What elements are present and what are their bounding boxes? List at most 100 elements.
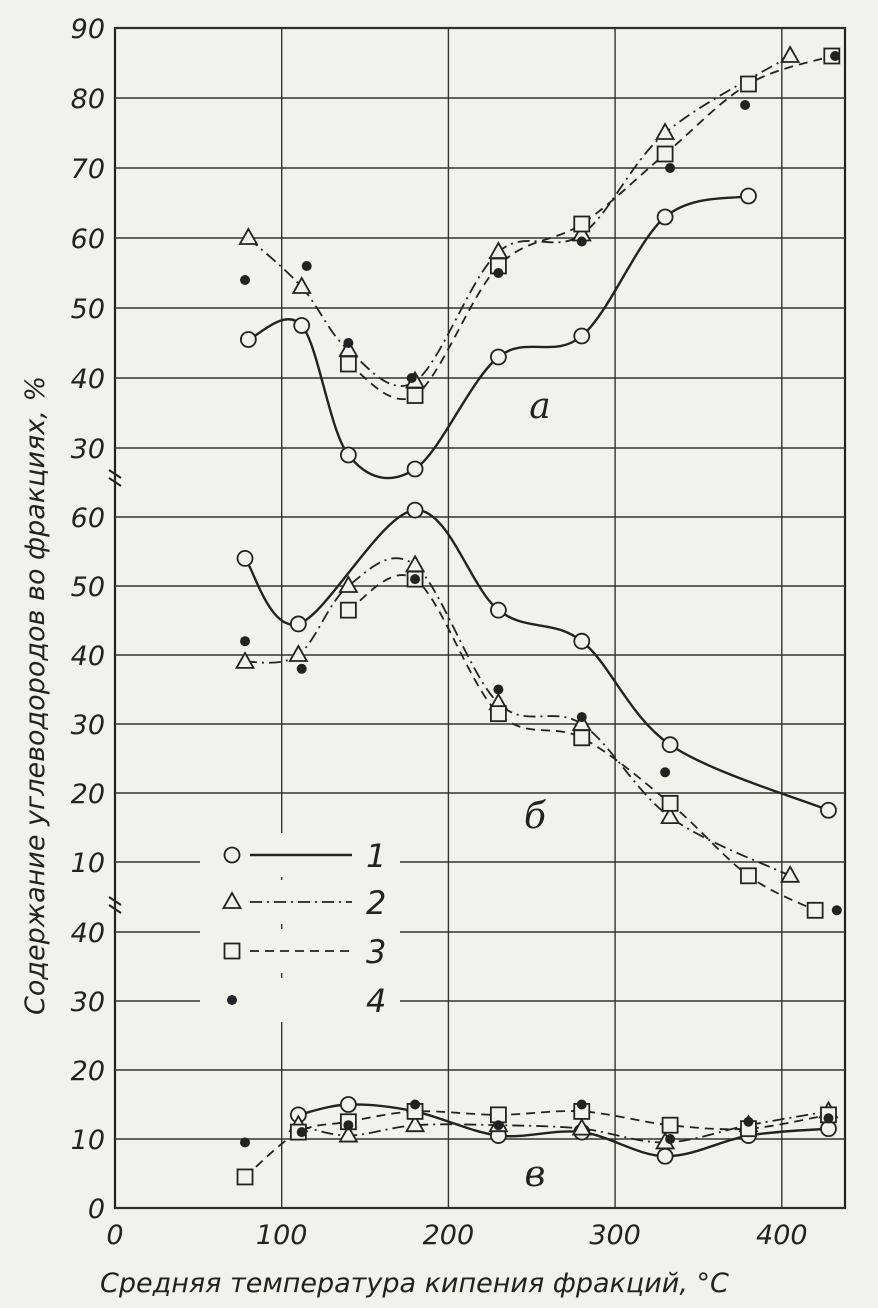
marker-triangle bbox=[405, 554, 426, 573]
axis-break-mark bbox=[108, 469, 122, 487]
marker-dot bbox=[831, 905, 842, 916]
y-tick-label: 20 bbox=[71, 1056, 105, 1087]
legend: 1 2 3 4 bbox=[200, 833, 400, 1022]
marker-square bbox=[223, 942, 241, 960]
marker-dot bbox=[576, 1099, 587, 1110]
marker-dot bbox=[743, 1116, 754, 1127]
legend-label: 4 bbox=[366, 982, 386, 1020]
marker-circle bbox=[239, 331, 257, 348]
marker-dot bbox=[296, 1127, 307, 1138]
plot-frame bbox=[108, 26, 847, 1210]
marker-dot bbox=[406, 373, 417, 383]
marker-circle bbox=[573, 327, 591, 345]
marker-dot bbox=[493, 684, 504, 695]
marker-dot bbox=[343, 1120, 354, 1131]
y-axis-label: Содержание углеводородов во фракциях, % bbox=[20, 376, 51, 1015]
marker-square bbox=[339, 601, 357, 619]
marker-triangle bbox=[780, 864, 801, 883]
marker-triangle bbox=[234, 651, 256, 669]
x-tick-label: 100 bbox=[256, 1220, 308, 1251]
series-1-line-panel-0 bbox=[247, 194, 749, 480]
y-tick-label: 70 bbox=[71, 154, 105, 185]
marker-triangle bbox=[660, 806, 681, 825]
marker-square bbox=[339, 355, 357, 373]
marker-circle bbox=[740, 187, 757, 205]
marker-dot bbox=[343, 338, 354, 348]
marker-dot bbox=[301, 261, 312, 271]
marker-circle bbox=[820, 801, 837, 819]
panel-label: б bbox=[524, 796, 547, 837]
marker-triangle bbox=[221, 891, 243, 909]
panel-label: в bbox=[525, 1154, 546, 1195]
legend-label: 1 bbox=[366, 837, 386, 875]
marker-dot bbox=[665, 1134, 676, 1144]
y-tick-label: 50 bbox=[71, 294, 105, 325]
marker-square bbox=[806, 901, 824, 919]
y-tick-label: 30 bbox=[71, 710, 105, 741]
x-axis-label: Средняя температура кипения фракций, °С bbox=[100, 1268, 729, 1299]
y-tick-label: 90 bbox=[71, 14, 105, 45]
x-tick-label: 0 bbox=[106, 1220, 123, 1251]
series-2-line-panel-1 bbox=[244, 557, 791, 877]
marker-dot bbox=[240, 275, 251, 285]
series-2-line-panel-0 bbox=[247, 55, 791, 387]
series-layer bbox=[234, 45, 842, 1186]
marker-dot bbox=[740, 100, 751, 110]
y-tick-label: 30 bbox=[71, 987, 105, 1018]
x-tick-label: 200 bbox=[423, 1220, 475, 1251]
marker-triangle bbox=[338, 575, 359, 593]
marker-square bbox=[573, 215, 591, 233]
marker-circle bbox=[490, 601, 507, 619]
y-tick-label: 40 bbox=[71, 641, 105, 672]
marker-square bbox=[236, 1168, 254, 1186]
marker-circle bbox=[656, 1147, 674, 1165]
marker-triangle bbox=[338, 1124, 359, 1143]
y-tick-label: 80 bbox=[71, 84, 105, 115]
legend-label: 2 bbox=[366, 884, 386, 922]
panel-label: а bbox=[529, 386, 550, 427]
marker-dot bbox=[660, 767, 671, 778]
marker-triangle bbox=[238, 227, 259, 245]
marker-dot bbox=[240, 1137, 251, 1148]
marker-triangle bbox=[405, 1114, 426, 1133]
marker-square bbox=[740, 867, 757, 885]
y-tick-label: 50 bbox=[71, 572, 105, 603]
grid bbox=[115, 27, 845, 1209]
axis-break-mark bbox=[108, 896, 122, 914]
marker-dot bbox=[823, 1113, 834, 1124]
marker-square bbox=[656, 145, 674, 163]
marker-square bbox=[406, 387, 424, 404]
marker-square bbox=[740, 75, 757, 93]
y-tick-label: 10 bbox=[71, 1125, 105, 1156]
marker-circle bbox=[236, 550, 254, 567]
marker-dot bbox=[665, 163, 676, 173]
marker-circle bbox=[661, 736, 679, 754]
marker-dot bbox=[227, 995, 237, 1005]
marker-circle bbox=[490, 348, 507, 366]
y-tick-label: 40 bbox=[71, 364, 105, 395]
marker-triangle bbox=[655, 122, 676, 140]
y-tick-label: 60 bbox=[71, 503, 105, 534]
y-tick-label: 60 bbox=[71, 224, 105, 255]
y-tick-label: 20 bbox=[71, 779, 105, 810]
marker-triangle bbox=[571, 1117, 592, 1136]
marker-circle bbox=[573, 632, 591, 650]
marker-circle bbox=[289, 615, 307, 633]
marker-square bbox=[661, 794, 679, 812]
marker-circle bbox=[293, 317, 311, 334]
marker-square bbox=[573, 729, 591, 747]
y-tick-label: 0 bbox=[88, 1194, 105, 1225]
marker-circle bbox=[339, 446, 357, 464]
tick-labels: 0 100 200 300 400 30 40 50 60 70 80 90 10 20 30 40 50 60 0… bbox=[71, 14, 808, 1251]
marker-circle bbox=[339, 1096, 357, 1113]
marker-triangle bbox=[780, 45, 801, 63]
marker-circle bbox=[656, 208, 674, 226]
y-tick-label: 30 bbox=[71, 434, 105, 465]
legend-label: 3 bbox=[366, 933, 386, 971]
marker-dot bbox=[493, 268, 504, 278]
marker-dot bbox=[240, 636, 251, 647]
x-tick-label: 300 bbox=[589, 1220, 641, 1251]
marker-dot bbox=[576, 236, 587, 247]
marker-square bbox=[661, 1116, 679, 1134]
